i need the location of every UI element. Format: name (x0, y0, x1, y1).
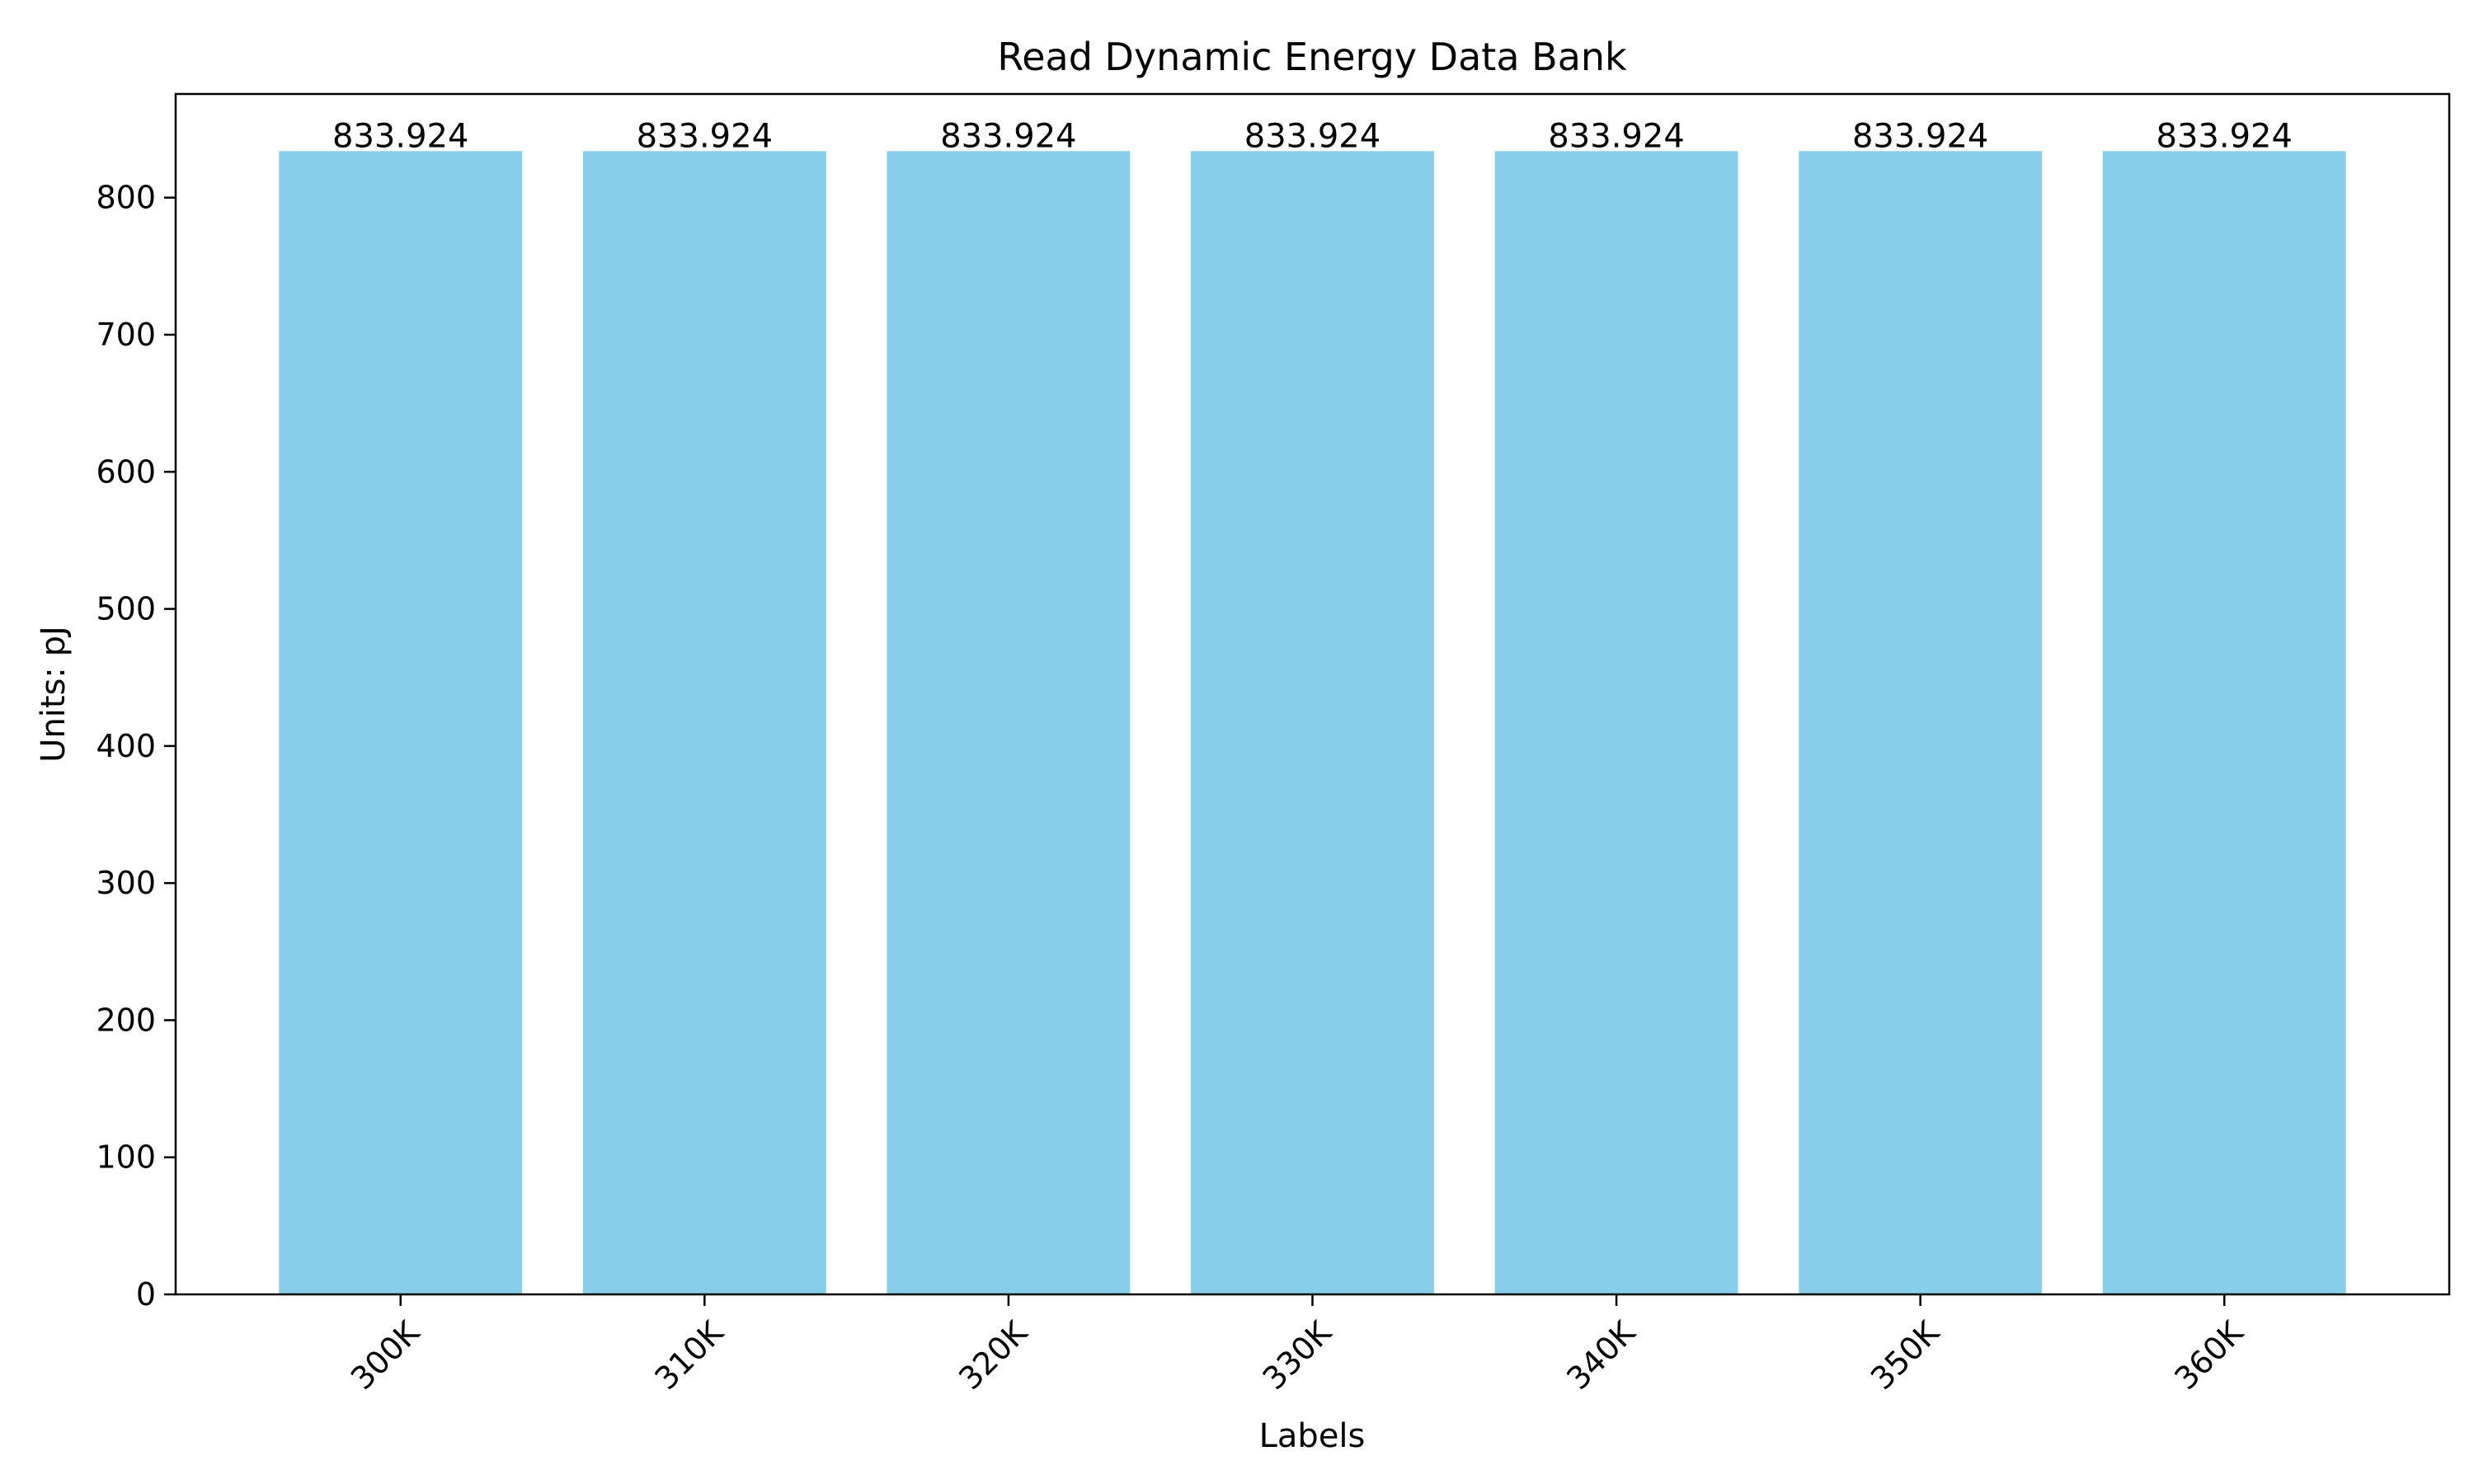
data-label-360K: 833.924 (2157, 117, 2293, 155)
y-tick-label-0: 0 (136, 1276, 156, 1313)
y-tick-label-300: 300 (96, 865, 156, 901)
y-tick-label-500: 500 (96, 591, 156, 627)
x-axis-label: Labels (1259, 1417, 1366, 1455)
data-label-300K: 833.924 (332, 117, 468, 155)
bar-310K (582, 151, 826, 1294)
bar-320K (887, 151, 1131, 1294)
y-tick-label-700: 700 (96, 317, 156, 353)
y-axis-label: Units: pJ (35, 626, 73, 763)
bar-330K (1191, 151, 1434, 1294)
chart-title: Read Dynamic Energy Data Bank (997, 35, 1627, 79)
data-label-350K: 833.924 (1852, 117, 1988, 155)
y-tick-label-800: 800 (96, 180, 156, 216)
y-axis: 0 100 200 300 400 500 600 700 800 (96, 180, 176, 1313)
data-label-310K: 833.924 (637, 117, 773, 155)
bar-360K (2102, 151, 2346, 1294)
y-tick-label-200: 200 (96, 1002, 156, 1038)
bars-group (279, 151, 2346, 1294)
data-label-330K: 833.924 (1244, 117, 1380, 155)
bar-350K (1799, 151, 2043, 1294)
data-label-320K: 833.924 (940, 117, 1076, 155)
plot-area-frame (174, 92, 2451, 1296)
y-tick-label-600: 600 (96, 453, 156, 490)
y-tick-label-100: 100 (96, 1139, 156, 1176)
data-labels-group: 833.924 833.924 833.924 833.924 833.924 833.9… (332, 117, 2293, 155)
data-label-340K: 833.924 (1548, 117, 1684, 155)
bar-340K (1494, 151, 1738, 1294)
bar-300K (279, 151, 523, 1294)
y-tick-label-400: 400 (96, 728, 156, 764)
